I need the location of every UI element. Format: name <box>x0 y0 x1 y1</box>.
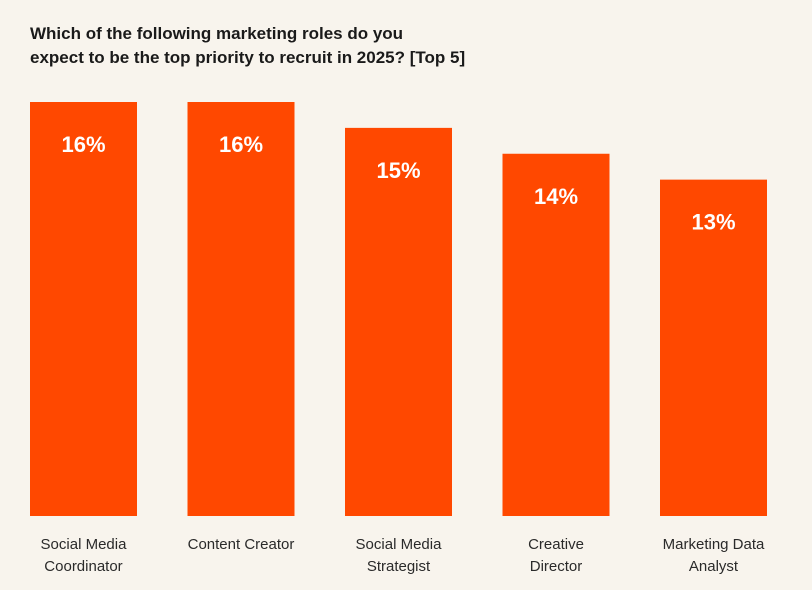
bar-1 <box>30 102 137 516</box>
category-label-2-line-1: Content Creator <box>188 536 295 553</box>
category-label-5-line-1: Marketing Data <box>663 536 765 553</box>
chart-title: Which of the following marketing roles d… <box>30 22 590 70</box>
bar-value-label-1: 16% <box>61 132 105 157</box>
category-label-1-line-1: Social Media <box>41 536 128 553</box>
bar-value-label-2: 16% <box>219 132 263 157</box>
bar-value-label-4: 14% <box>534 184 578 209</box>
bar-2 <box>187 102 295 516</box>
bar-4 <box>502 153 610 516</box>
chart-title-line-2: expect to be the top priority to recruit… <box>30 48 466 67</box>
category-label-4-line-1: Creative <box>528 536 584 553</box>
bar-5 <box>660 179 767 516</box>
category-label-1-line-2: Coordinator <box>44 558 122 575</box>
category-label-4-line-2: Director <box>530 558 583 575</box>
category-label-3-line-2: Strategist <box>367 558 431 575</box>
bar-value-label-3: 15% <box>376 158 420 183</box>
category-label-5-line-2: Analyst <box>689 558 739 575</box>
chart-title-line-1: Which of the following marketing roles d… <box>30 24 404 43</box>
bar-value-label-5: 13% <box>691 210 735 235</box>
bar-3 <box>345 127 452 516</box>
category-label-3-line-1: Social Media <box>356 536 443 553</box>
